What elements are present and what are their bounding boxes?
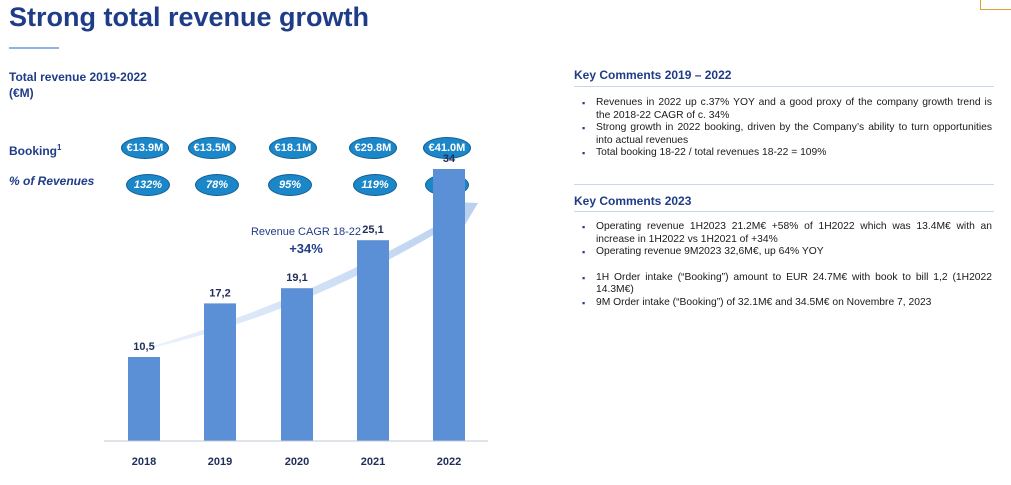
bullet-item: Operating revenue 1H2023 21.2M€ +58% of … [582, 221, 992, 246]
pct-row-label: % of Revenues [9, 174, 95, 188]
bar-2021 [357, 240, 389, 441]
section2-top-rule [574, 184, 994, 185]
value-label-2021: 25,1 [362, 224, 383, 236]
section1-title: Key Comments 2019 – 2022 [574, 68, 732, 82]
bar-2022 [433, 169, 465, 441]
bullet-gap [582, 259, 992, 272]
pct-bubble-2021: 119% [353, 174, 397, 196]
bullet-item: Operating revenue 9M2023 32,6M€, up 64% … [582, 246, 992, 259]
bullet-item: 1H Order intake (“Booking”) amount to EU… [582, 272, 992, 297]
x-tick-2018: 2018 [132, 456, 156, 468]
title-underline [9, 47, 59, 49]
bar-2020 [281, 288, 313, 441]
value-label-2020: 19,1 [286, 272, 307, 284]
corner-decoration [980, 0, 1011, 10]
bullet-item: Revenues in 2022 up c.37% YOY and a good… [582, 97, 992, 122]
booking-bubble-2020: €18.1M [269, 137, 317, 159]
bullet-item: Total booking 18-22 / total revenues 18-… [582, 147, 992, 160]
x-tick-2020: 2020 [285, 456, 309, 468]
section2-bullets: Operating revenue 1H2023 21.2M€ +58% of … [582, 221, 992, 309]
booking-footnote-marker: 1 [57, 143, 62, 152]
x-tick-2022: 2022 [437, 456, 461, 468]
revenue-bar-chart: 10,5 2018 17,2 2019 19,1 2020 25,1 2021 34 2022 [104, 153, 488, 468]
chart-unit: (€M) [9, 86, 34, 100]
bar-2019 [204, 303, 236, 441]
booking-bubble-2019: €13.5M [188, 137, 236, 159]
booking-label-text: Booking [9, 144, 57, 158]
value-label-2019: 17,2 [209, 287, 230, 299]
cagr-label: Revenue CAGR 18-22 [250, 226, 362, 238]
value-label-2018: 10,5 [133, 341, 154, 353]
pct-bubble-2019: 78% [195, 174, 239, 196]
booking-bubble-2021: €29.8M [349, 137, 397, 159]
section2-rule [574, 211, 994, 212]
section2-title: Key Comments 2023 [574, 194, 692, 208]
pct-bubble-2018: 132% [126, 174, 170, 196]
section1-bullets: Revenues in 2022 up c.37% YOY and a good… [582, 97, 992, 160]
cagr-value: +34% [289, 241, 323, 256]
booking-bubble-2022: €41.0M [423, 137, 471, 159]
page-title: Strong total revenue growth [9, 2, 370, 32]
booking-row-label: Booking1 [9, 143, 61, 158]
pct-bubble-2020: 95% [268, 174, 312, 196]
x-tick-2021: 2021 [361, 456, 385, 468]
x-tick-2019: 2019 [208, 456, 232, 468]
value-label-2022: 34 [443, 153, 456, 165]
section1-rule [574, 86, 994, 87]
chart-title: Total revenue 2019-2022 (€M) [9, 69, 147, 101]
booking-bubble-2018: €13.9M [121, 137, 169, 159]
bullet-item: 9M Order intake (“Booking”) of 32.1M€ an… [582, 297, 992, 310]
bullet-item: Strong growth in 2022 booking, driven by… [582, 122, 992, 147]
bar-2018 [128, 357, 160, 441]
chart-title-line1: Total revenue 2019-2022 [9, 70, 147, 84]
